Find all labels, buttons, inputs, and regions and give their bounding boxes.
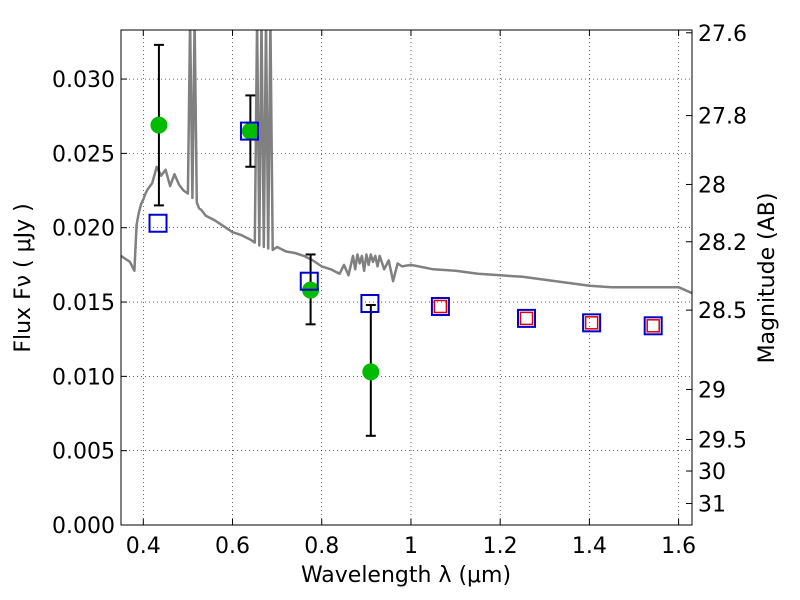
y2-tick-label: 28 bbox=[698, 173, 726, 198]
x-tick-label: 1.2 bbox=[483, 534, 518, 559]
observed-flux-point bbox=[362, 363, 380, 381]
y2-tick-label: 28.5 bbox=[698, 299, 747, 324]
model-flux-square bbox=[299, 271, 319, 291]
model-flux-square bbox=[239, 121, 259, 141]
y-tick-label: 0.000 bbox=[52, 514, 115, 539]
y-tick-label: 0.005 bbox=[52, 440, 115, 465]
model-flux-square bbox=[148, 213, 168, 233]
predicted-flux-square bbox=[433, 299, 448, 314]
observed-flux-point bbox=[150, 116, 168, 134]
x-tick-label: 0.4 bbox=[126, 534, 161, 559]
observed-flux-point bbox=[241, 122, 259, 140]
y2-tick-label: 28.2 bbox=[698, 231, 747, 256]
x-tick-label: 0.6 bbox=[215, 534, 250, 559]
model-flux-square bbox=[582, 313, 602, 333]
y-tick-label: 0.030 bbox=[52, 68, 115, 93]
model-spectrum-line bbox=[121, 30, 692, 295]
x-tick-label: 1.6 bbox=[661, 534, 696, 559]
y-axis-left: 0.000 0.005 0.010 0.015 0.020 0.025 0.030 bbox=[52, 68, 127, 539]
predicted-flux-square bbox=[519, 311, 534, 326]
model-flux-square bbox=[430, 296, 450, 316]
x-tick-label: 0.8 bbox=[304, 534, 339, 559]
y-tick-label: 0.020 bbox=[52, 217, 115, 242]
y2-tick-label: 29 bbox=[698, 378, 726, 403]
y-tick-label: 0.015 bbox=[52, 291, 115, 316]
grid-lines bbox=[121, 30, 692, 526]
model-flux-square bbox=[516, 308, 536, 328]
plot-frame bbox=[120, 29, 693, 526]
predicted-flux-square bbox=[584, 316, 599, 330]
y2-tick-label: 29.5 bbox=[698, 428, 747, 453]
plot-area bbox=[121, 30, 692, 437]
y2-tick-label: 27.6 bbox=[698, 22, 747, 47]
model-flux-square bbox=[643, 316, 663, 336]
predicted-flux-square bbox=[646, 319, 660, 333]
y-tick-label: 0.025 bbox=[52, 142, 115, 167]
y2-axis-label: Magnitude (AB) bbox=[755, 193, 780, 364]
y-tick-label: 0.010 bbox=[52, 365, 115, 390]
y2-tick-label: 31 bbox=[698, 493, 726, 518]
y-axis-right: 27.6 27.8 28 28.2 28.5 29 29.5 30 31 bbox=[686, 22, 747, 518]
x-axis: 0.4 0.6 0.8 1 1.2 1.4 1.6 bbox=[126, 30, 696, 559]
x-tick-label: 1 bbox=[404, 534, 418, 559]
y2-tick-label: 27.8 bbox=[698, 105, 747, 130]
y-axis-label: Flux Fν ( μJy ) bbox=[11, 203, 36, 352]
x-tick-label: 1.4 bbox=[572, 534, 607, 559]
y2-tick-label: 30 bbox=[698, 460, 726, 485]
model-flux-square bbox=[360, 294, 380, 314]
x-axis-label: Wavelength λ (μm) bbox=[301, 563, 511, 588]
